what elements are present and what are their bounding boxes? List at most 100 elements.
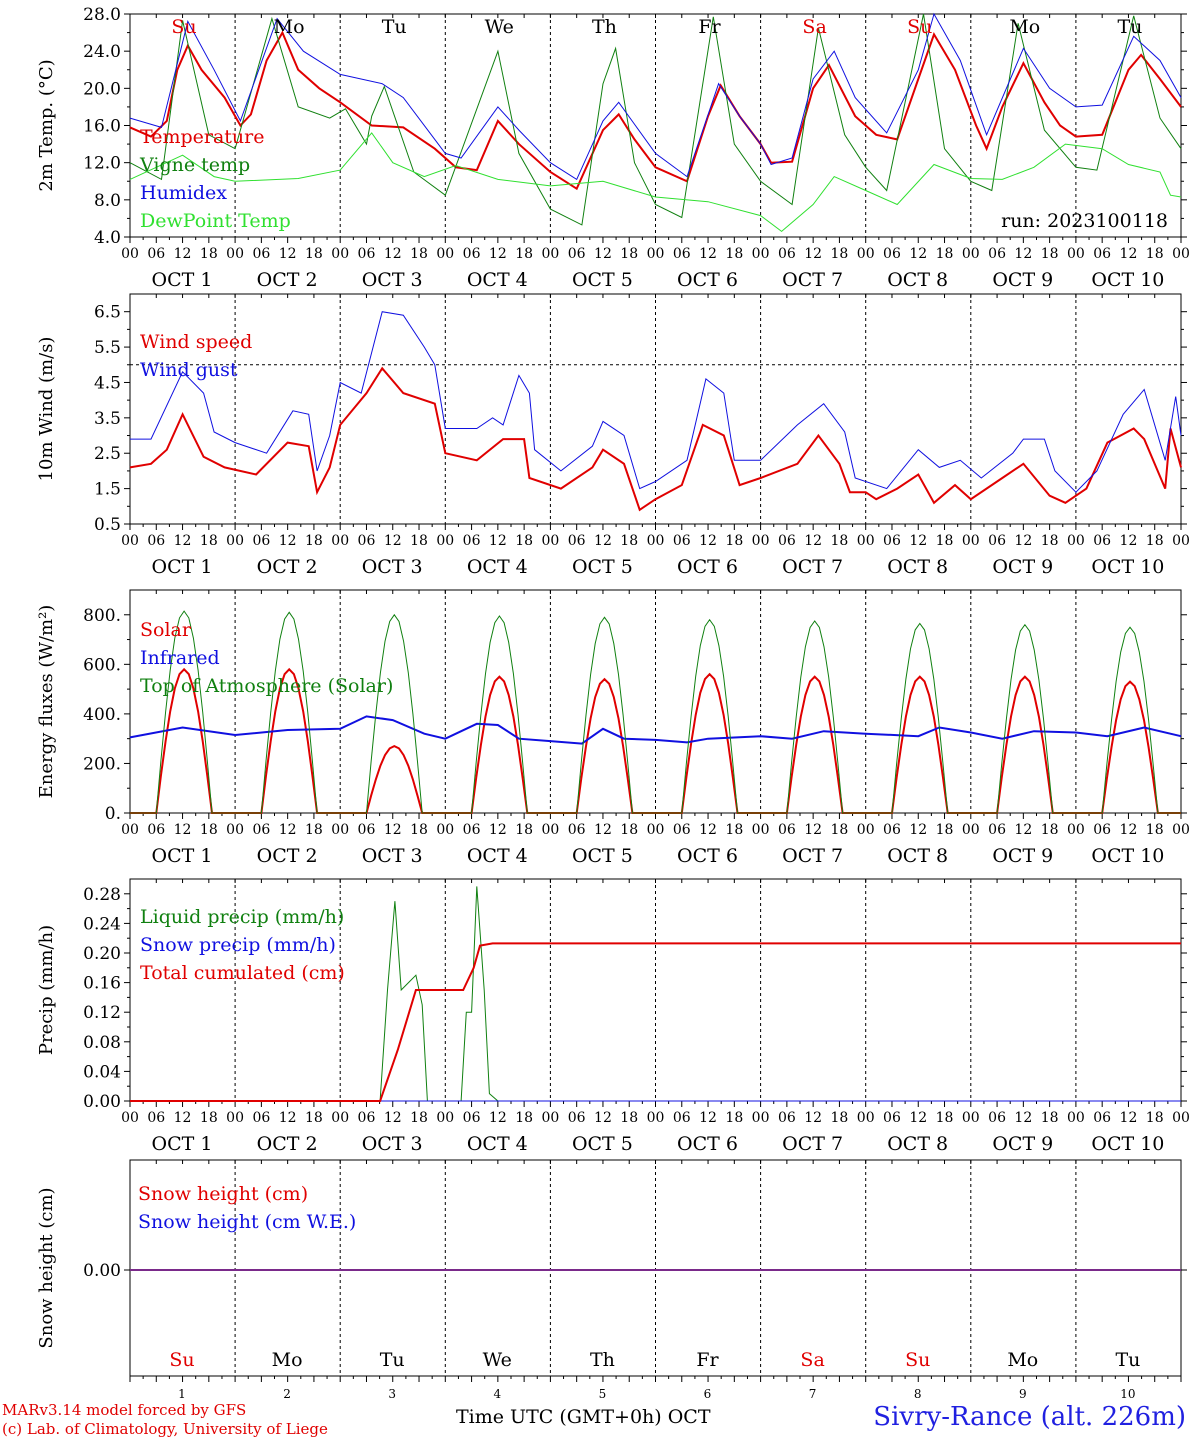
x-date-label: OCT 10 bbox=[1091, 1133, 1164, 1155]
day-label: Mo bbox=[1009, 16, 1040, 38]
x-hour-label: 00 bbox=[1172, 246, 1190, 262]
day-label: Mo bbox=[274, 16, 305, 38]
x-hour-label: 18 bbox=[410, 246, 428, 262]
x-hour-label: 18 bbox=[831, 246, 849, 262]
x-hour-label: 18 bbox=[1146, 1110, 1164, 1126]
day-label: Su bbox=[905, 1349, 930, 1371]
x-hour-label: 00 bbox=[752, 822, 770, 838]
x-hour-label: 00 bbox=[226, 822, 244, 838]
y-tick-label: 0. bbox=[105, 804, 121, 824]
x-hour-label: 00 bbox=[857, 822, 875, 838]
x-hour-label: 18 bbox=[410, 822, 428, 838]
x-hour-label: 12 bbox=[699, 1110, 717, 1126]
x-hour-label: 18 bbox=[200, 246, 218, 262]
legend-infrared: Infrared bbox=[140, 647, 220, 669]
x-date-label: OCT 8 bbox=[887, 1133, 948, 1155]
x-hour-label: 00 bbox=[857, 1110, 875, 1126]
y-tick-label: 1.5 bbox=[94, 480, 121, 500]
x-date-label: OCT 9 bbox=[992, 556, 1053, 578]
x-date-label: OCT 7 bbox=[782, 1133, 843, 1155]
day-label: Tu bbox=[1115, 1349, 1140, 1371]
x-hour-label: 12 bbox=[594, 246, 612, 262]
x-hour-label: 12 bbox=[384, 822, 402, 838]
day-label: Tu bbox=[382, 16, 407, 38]
x-hour-label: 18 bbox=[1146, 246, 1164, 262]
x-date-label: OCT 5 bbox=[572, 845, 633, 867]
day-label: Th bbox=[592, 16, 617, 38]
x-hour-label: 06 bbox=[568, 533, 586, 549]
x-date-label: OCT 2 bbox=[257, 269, 318, 291]
x-date-label: OCT 1 bbox=[152, 556, 213, 578]
y-tick-label: 0.5 bbox=[94, 515, 121, 535]
x-date-label: OCT 8 bbox=[887, 556, 948, 578]
x-hour-label: 12 bbox=[279, 1110, 297, 1126]
y-tick-label: 12.0 bbox=[83, 154, 121, 174]
x-hour-label: 12 bbox=[594, 533, 612, 549]
series-humidex bbox=[129, 12, 1182, 181]
x-hour-label: 00 bbox=[1067, 822, 1085, 838]
x-hour-label: 18 bbox=[1146, 533, 1164, 549]
x-hour-label: 18 bbox=[515, 822, 533, 838]
x-hour-label: 06 bbox=[147, 822, 165, 838]
x-hour-label: 00 bbox=[752, 246, 770, 262]
x-hour-label: 18 bbox=[936, 1110, 954, 1126]
day-label: Fr bbox=[698, 16, 721, 38]
x-hour-label: 06 bbox=[988, 822, 1006, 838]
day-number: 1 bbox=[178, 1387, 186, 1400]
x-hour-label: 00 bbox=[1172, 1110, 1190, 1126]
day-number: 6 bbox=[704, 1387, 712, 1400]
x-hour-label: 00 bbox=[647, 1110, 665, 1126]
x-hour-label: 06 bbox=[463, 1110, 481, 1126]
y-tick-label: 24.0 bbox=[83, 42, 121, 62]
legend-snow-precip-mm-h-: Snow precip (mm/h) bbox=[140, 934, 336, 956]
day-number: 8 bbox=[914, 1387, 922, 1400]
day-label: We bbox=[483, 1349, 512, 1371]
x-hour-label: 18 bbox=[305, 822, 323, 838]
x-hour-label: 12 bbox=[1120, 1110, 1138, 1126]
x-hour-label: 00 bbox=[436, 1110, 454, 1126]
x-hour-label: 00 bbox=[331, 246, 349, 262]
legend-snow-height-cm-: Snow height (cm) bbox=[138, 1183, 308, 1205]
y-tick-label: 0.00 bbox=[83, 1092, 121, 1112]
x-hour-label: 12 bbox=[1120, 533, 1138, 549]
x-hour-label: 18 bbox=[620, 533, 638, 549]
x-hour-label: 00 bbox=[331, 533, 349, 549]
legend-dewpoint-temp: DewPoint Temp bbox=[140, 210, 291, 232]
y-tick-label: 2.5 bbox=[94, 444, 121, 464]
x-date-label: OCT 1 bbox=[152, 845, 213, 867]
x-date-label: OCT 6 bbox=[677, 1133, 738, 1155]
x-date-label: OCT 3 bbox=[362, 845, 423, 867]
legend-liquid-precip-mm-h-: Liquid precip (mm/h) bbox=[140, 906, 344, 928]
x-hour-label: 06 bbox=[673, 1110, 691, 1126]
day-label: Sa bbox=[800, 1349, 824, 1371]
x-hour-label: 06 bbox=[988, 246, 1006, 262]
x-hour-label: 00 bbox=[331, 1110, 349, 1126]
series-wind-gust bbox=[130, 311, 1182, 493]
x-hour-label: 18 bbox=[936, 822, 954, 838]
x-hour-label: 18 bbox=[515, 246, 533, 262]
x-hour-label: 12 bbox=[174, 822, 192, 838]
x-date-label: OCT 10 bbox=[1091, 269, 1164, 291]
model-credit: MARv3.14 model forced by GFS bbox=[2, 1401, 247, 1419]
y-tick-label: 28.0 bbox=[83, 5, 121, 25]
x-hour-label: 00 bbox=[1067, 533, 1085, 549]
x-hour-label: 06 bbox=[673, 822, 691, 838]
x-hour-label: 12 bbox=[699, 822, 717, 838]
x-hour-label: 18 bbox=[200, 822, 218, 838]
x-hour-label: 06 bbox=[883, 246, 901, 262]
x-hour-label: 06 bbox=[252, 246, 270, 262]
x-hour-label: 18 bbox=[620, 246, 638, 262]
x-date-label: OCT 8 bbox=[887, 845, 948, 867]
x-hour-label: 00 bbox=[541, 533, 559, 549]
day-label: Mo bbox=[1007, 1349, 1038, 1371]
x-hour-label: 12 bbox=[909, 246, 927, 262]
x-hour-label: 18 bbox=[831, 533, 849, 549]
x-hour-label: 06 bbox=[463, 246, 481, 262]
x-hour-label: 06 bbox=[1093, 246, 1111, 262]
x-hour-label: 12 bbox=[384, 1110, 402, 1126]
x-hour-label: 12 bbox=[279, 822, 297, 838]
legend-temperature: Temperature bbox=[140, 126, 264, 148]
x-hour-label: 00 bbox=[226, 246, 244, 262]
y-tick-label: 600. bbox=[83, 655, 121, 675]
y-tick-label: 0.04 bbox=[83, 1062, 121, 1082]
